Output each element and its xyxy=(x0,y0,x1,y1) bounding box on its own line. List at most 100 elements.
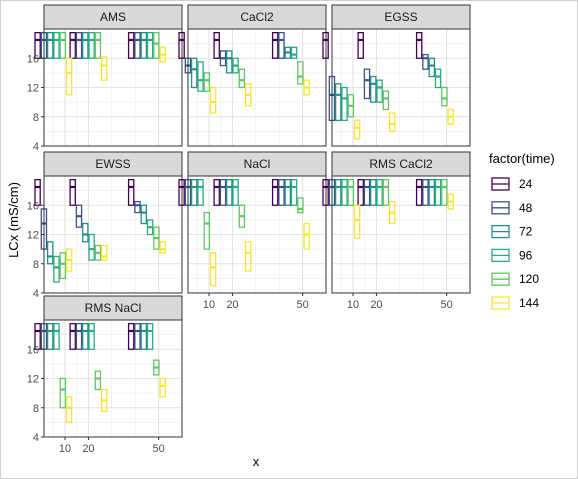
box-ams-t144-x20 xyxy=(100,56,108,81)
strip-ewss xyxy=(43,151,183,177)
box-rect xyxy=(59,252,67,280)
box-rect xyxy=(297,197,304,214)
box-rms-nacl-t24-x5 xyxy=(34,323,41,350)
box-rect xyxy=(190,179,198,206)
strip-label-nacl: NaCl xyxy=(244,157,271,171)
box-ams-t120-x5 xyxy=(59,32,67,59)
box-rect xyxy=(441,86,448,107)
y-tick-label: 16 xyxy=(27,53,39,65)
box-rect xyxy=(203,72,211,92)
strip-cacl2 xyxy=(187,4,327,30)
box-rect xyxy=(65,57,73,96)
box-cacl2-t144-x20 xyxy=(244,83,252,107)
box-nacl-t48-x45 xyxy=(278,179,285,206)
box-rect xyxy=(303,222,310,250)
box-ams-t96-x5 xyxy=(53,32,60,59)
legend-title: factor(time) xyxy=(489,151,555,166)
box-rect xyxy=(69,32,76,59)
box-rms-cacl2-t96-x5 xyxy=(341,179,348,206)
box-rect xyxy=(94,370,102,391)
box-ams-t24-x20 xyxy=(69,32,76,59)
box-rms-nacl-t120-x5 xyxy=(59,377,67,409)
box-rms-cacl2-t120-x20 xyxy=(382,179,390,206)
legend: factor(time) 24 48 72 96 120 144 xyxy=(489,151,555,310)
box-nacl-t72-x45 xyxy=(284,179,292,206)
panel-rms-cacl2: RMS CaCl2 10 20 50 xyxy=(322,151,471,311)
box-egss-t120-x20 xyxy=(382,90,390,111)
box-rect xyxy=(341,86,348,122)
box-rect xyxy=(244,241,252,272)
box-rms-nacl-t72-x20 xyxy=(82,323,89,350)
box-egss-t72-x20 xyxy=(370,75,377,103)
box-ams-t72-x45 xyxy=(140,32,148,59)
box-rect xyxy=(363,68,371,100)
box-ewss-t48-x45 xyxy=(134,200,141,214)
x-tick-label: 20 xyxy=(82,443,94,455)
box-ams-t72-x20 xyxy=(82,32,89,59)
box-ewss-t144-x20 xyxy=(100,244,108,261)
box-rect xyxy=(46,241,54,265)
box-rect xyxy=(53,255,60,283)
box-rect xyxy=(290,179,298,206)
box-rect xyxy=(134,200,141,214)
panel-ewss: EWSS 4 8 12 16 xyxy=(27,151,183,300)
y-axis-title: LCx (mS/cm) xyxy=(6,182,21,258)
box-egss-t144-x45 xyxy=(447,108,454,125)
box-nacl-t24-x20 xyxy=(213,179,220,206)
y-tick-label: 16 xyxy=(27,200,39,212)
y-tick-label: 8 xyxy=(33,112,39,124)
box-rect xyxy=(88,233,95,261)
box-rect xyxy=(415,179,423,206)
box-rect xyxy=(271,179,279,206)
y-tick-label: 12 xyxy=(27,374,39,386)
box-cacl2-t24-x45 xyxy=(271,32,279,59)
box-rect xyxy=(297,61,304,85)
panel-egss: EGSS xyxy=(322,4,471,147)
box-rms-nacl-t120-x45 xyxy=(153,359,160,376)
box-nacl-t72-x5 xyxy=(190,179,198,206)
box-rect xyxy=(278,179,285,206)
legend-item-120: 120 xyxy=(491,272,539,286)
box-ewss-t72-x45 xyxy=(140,204,148,225)
box-rect xyxy=(34,323,41,350)
box-rect xyxy=(370,75,377,103)
panel-border xyxy=(331,28,471,147)
box-rect xyxy=(441,179,448,206)
box-rect xyxy=(140,32,148,59)
box-nacl-t120-x20 xyxy=(238,204,246,228)
box-rect xyxy=(232,179,239,206)
box-rect xyxy=(388,112,396,133)
box-rect xyxy=(146,323,154,350)
box-rect xyxy=(428,57,436,78)
strip-label-rms-cacl2: RMS CaCl2 xyxy=(369,157,433,171)
box-cacl2-t144-x45 xyxy=(303,79,310,96)
box-rect xyxy=(382,179,390,206)
y-tick-label: 4 xyxy=(33,141,39,153)
legend-label: 120 xyxy=(519,272,539,286)
box-rms-cacl2-t144-x5 xyxy=(353,204,361,239)
box-ams-t120-x45 xyxy=(153,32,160,59)
box-rect xyxy=(75,32,83,59)
box-rect xyxy=(284,179,292,206)
box-cacl2-t96-x5 xyxy=(197,61,204,92)
box-rect xyxy=(46,32,54,59)
strip-rms-cacl2 xyxy=(331,151,471,177)
box-ams-t48-x20 xyxy=(75,32,83,59)
box-rms-cacl2-t96-x20 xyxy=(376,179,383,206)
box-rect xyxy=(153,32,160,59)
box-rms-nacl-t24-x45 xyxy=(127,323,135,350)
box-nacl-t96-x45 xyxy=(290,179,298,206)
box-nacl-t120-x5 xyxy=(203,211,211,250)
y-tick-label: 12 xyxy=(27,83,39,95)
box-rect xyxy=(75,323,83,350)
strip-nacl xyxy=(187,151,327,177)
legend-item-48: 48 xyxy=(491,201,533,215)
box-rect xyxy=(213,32,220,59)
box-rms-cacl2-t96-x45 xyxy=(434,179,442,206)
box-rect xyxy=(213,179,220,206)
box-nacl-t144-x45 xyxy=(303,222,310,250)
box-ams-t144-x45 xyxy=(159,46,166,63)
box-rms-cacl2-t144-x20 xyxy=(388,200,396,225)
box-cacl2-t72-x5 xyxy=(190,57,198,89)
x-tick-label: 20 xyxy=(226,299,238,311)
